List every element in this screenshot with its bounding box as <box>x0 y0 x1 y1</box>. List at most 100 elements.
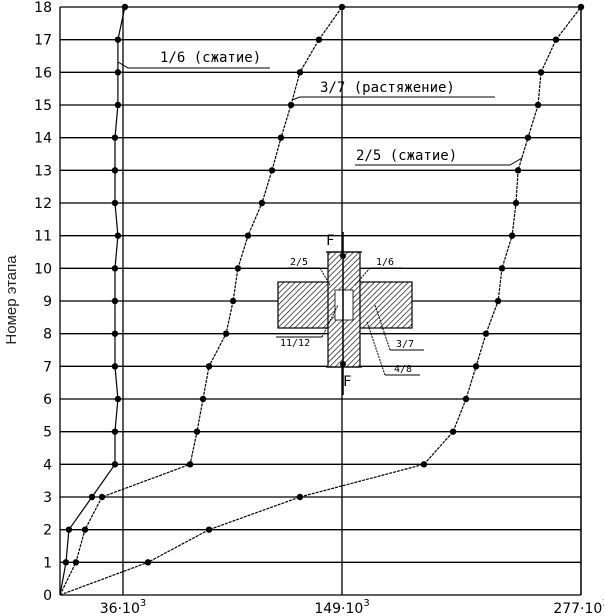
data-point <box>449 428 457 435</box>
data-point <box>111 199 119 207</box>
data-point <box>72 559 80 566</box>
data-point <box>111 297 119 305</box>
data-point <box>338 3 346 11</box>
y-tick-label: 2 <box>43 523 52 539</box>
annotation-leader-series-2 <box>291 96 495 101</box>
inset-force-point <box>340 253 346 259</box>
data-point <box>534 101 542 109</box>
series-3 <box>59 3 585 596</box>
inset-leader <box>366 321 386 376</box>
data-point <box>268 167 276 174</box>
data-point <box>111 461 119 468</box>
data-point <box>277 134 285 141</box>
data-point <box>524 134 532 141</box>
data-point <box>508 232 516 239</box>
x-tick-label: 277·103 <box>553 598 604 616</box>
y-tick-label: 15 <box>34 98 52 114</box>
data-point <box>111 330 119 337</box>
y-tick-label: 4 <box>43 457 52 473</box>
inset-label-11-12: 11/12 <box>280 338 310 349</box>
y-tick-label: 7 <box>43 359 52 375</box>
inset-leader <box>374 304 391 351</box>
series-1 <box>59 3 129 596</box>
inset-label-2-5: 2/5 <box>290 257 308 268</box>
y-tick-label: 17 <box>34 33 52 49</box>
y-axis-label: Номер этапа <box>3 255 20 345</box>
inset-label-3-7: 3/7 <box>396 339 414 350</box>
y-tick-label: 6 <box>43 392 52 408</box>
data-point <box>205 363 213 370</box>
x-tick-label: 149·103 <box>314 598 369 616</box>
annotation-series-3: 2/5 (сжатие) <box>356 148 457 164</box>
data-point <box>577 3 585 11</box>
data-point <box>114 395 122 403</box>
data-point <box>205 526 213 533</box>
data-point <box>65 526 73 533</box>
annotation-leader-series-1 <box>117 61 270 69</box>
joint-inset-diagram: F F 2/5 1/6 11/12 3/7 4/8 <box>276 232 424 395</box>
data-point <box>229 297 237 305</box>
data-point <box>121 3 129 11</box>
y-tick-label: 9 <box>43 294 52 310</box>
inset-leader <box>319 267 331 286</box>
y-tick-label: 11 <box>34 229 52 245</box>
data-point <box>494 297 502 305</box>
data-point <box>111 428 119 435</box>
inset-label-1-6: 1/6 <box>376 257 394 268</box>
data-point <box>111 363 119 370</box>
x-tick-exponent: 3 <box>140 598 146 609</box>
data-point <box>111 265 119 272</box>
data-point <box>62 559 70 566</box>
data-point <box>514 167 522 174</box>
x-tick-exponent: 3 <box>363 598 369 609</box>
data-point <box>482 330 490 337</box>
data-point <box>111 167 119 174</box>
y-tick-label: 18 <box>34 0 52 16</box>
data-point <box>114 232 122 239</box>
data-point <box>512 199 520 207</box>
data-point <box>420 461 428 468</box>
data-point <box>258 199 266 207</box>
data-point <box>498 265 506 272</box>
inset-label-4-8: 4/8 <box>394 364 412 375</box>
inset-leader <box>354 267 371 286</box>
y-tick-label: 3 <box>43 490 52 506</box>
series-2 <box>59 3 346 596</box>
y-tick-label: 0 <box>43 588 52 604</box>
annotation-leader-series-3 <box>355 157 523 166</box>
data-point <box>114 69 122 76</box>
y-tick-label: 14 <box>34 131 52 147</box>
y-tick-label: 12 <box>34 196 52 212</box>
x-axis-ticks: 36·103 149·103 277·103 <box>100 598 604 616</box>
data-point <box>186 461 194 468</box>
data-point <box>472 363 480 370</box>
data-point <box>315 36 323 43</box>
data-point <box>111 134 119 141</box>
y-tick-label: 16 <box>34 65 52 81</box>
y-tick-label: 10 <box>34 261 52 277</box>
data-point <box>234 265 242 272</box>
series-group <box>59 3 585 596</box>
inset-gap <box>334 289 354 321</box>
y-tick-label: 5 <box>43 425 52 441</box>
data-point <box>144 559 152 566</box>
y-tick-label: 13 <box>34 163 52 179</box>
data-point <box>244 232 252 239</box>
annotation-series-1: 1/6 (сжатие) <box>160 50 261 66</box>
data-point <box>98 493 106 501</box>
data-point <box>462 395 470 403</box>
force-bottom-label: F <box>343 374 351 390</box>
data-point <box>537 69 545 76</box>
data-point <box>296 69 304 76</box>
data-point <box>114 101 122 109</box>
y-tick-label: 8 <box>43 327 52 343</box>
data-point <box>193 428 201 435</box>
data-point <box>552 36 560 43</box>
force-top-label: F <box>326 233 334 249</box>
series-annotations: 1/6 (сжатие) 3/7 (растяжение) 2/5 (сжати… <box>117 50 523 166</box>
data-point <box>222 330 230 337</box>
data-point <box>88 493 96 501</box>
y-tick-label: 1 <box>43 555 52 571</box>
